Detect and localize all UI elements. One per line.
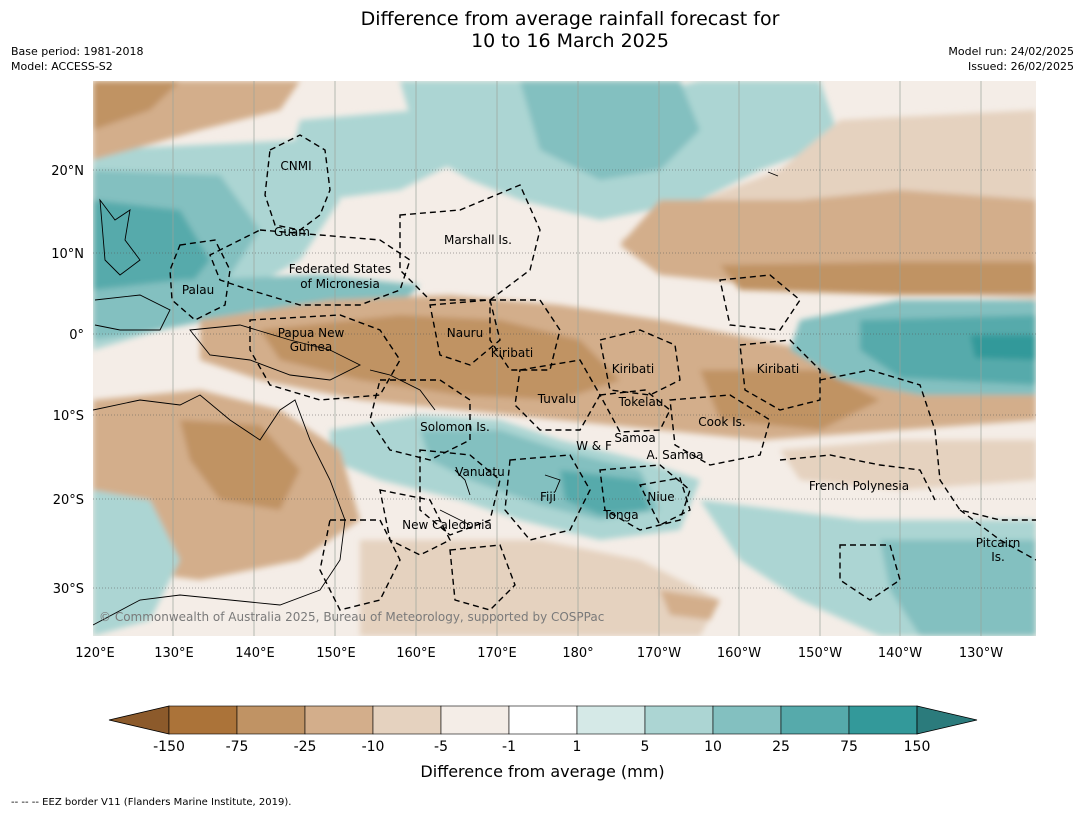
model-run: Model run: 24/02/2025 bbox=[948, 45, 1074, 58]
lon-label: 140°W bbox=[878, 646, 922, 661]
colorbar-tick-label: -5 bbox=[434, 739, 448, 755]
colorbar-tick-label: -1 bbox=[502, 739, 516, 755]
lon-label: 130°W bbox=[959, 646, 1003, 661]
colorbar-tick-label: 150 bbox=[904, 739, 931, 755]
region-label: Federated States bbox=[289, 262, 391, 276]
region-label: Tuvalu bbox=[537, 392, 577, 406]
region-label: Tokelau bbox=[618, 395, 664, 409]
colorbar-segment bbox=[236, 705, 306, 735]
region-label: Papua New bbox=[278, 326, 345, 340]
region-label: Kiribati bbox=[612, 362, 654, 376]
region-labels: CNMI Guam Marshall Is. Federated States … bbox=[182, 159, 1020, 564]
meta-right: Model run: 24/02/2025 Issued: 26/02/2025 bbox=[948, 44, 1074, 74]
meta-left: Base period: 1981-2018 Model: ACCESS-S2 bbox=[11, 44, 143, 74]
region-label: Is. bbox=[991, 550, 1005, 564]
title-line2: 10 to 16 March 2025 bbox=[471, 30, 669, 52]
lat-label: 30°S bbox=[53, 582, 84, 597]
colorbar-segment bbox=[576, 705, 646, 735]
colorbar-tick-label: 75 bbox=[840, 739, 858, 755]
region-label: Niue bbox=[647, 490, 674, 504]
model-name: Model: ACCESS-S2 bbox=[11, 60, 113, 73]
region-label: Kiribati bbox=[757, 362, 799, 376]
region-label: New Caledonia bbox=[402, 518, 492, 532]
colorbar-extend-low bbox=[108, 705, 170, 735]
colorbar-segment bbox=[372, 705, 442, 735]
lat-label: 20°S bbox=[53, 493, 84, 508]
region-label: of Micronesia bbox=[300, 277, 380, 291]
colorbar-label: Difference from average (mm) bbox=[420, 762, 665, 781]
lon-label: 150°E bbox=[316, 646, 356, 661]
region-label: Cook Is. bbox=[698, 415, 745, 429]
lon-label: 130°E bbox=[154, 646, 194, 661]
longitude-labels: 120°E 130°E 140°E 150°E 160°E 170°E 180°… bbox=[75, 646, 1003, 661]
latitude-lines bbox=[93, 169, 1036, 589]
region-label: Fiji bbox=[540, 490, 556, 504]
colorbar-segment bbox=[304, 705, 374, 735]
region-label: CNMI bbox=[280, 159, 311, 173]
region-label: W & F bbox=[576, 439, 612, 453]
lon-label: 150°W bbox=[798, 646, 842, 661]
colorbar-extend-high bbox=[916, 705, 978, 735]
base-period: Base period: 1981-2018 bbox=[11, 45, 144, 58]
lat-label: 10°S bbox=[53, 409, 84, 424]
copyright-text: © Commonwealth of Australia 2025, Bureau… bbox=[99, 610, 604, 624]
region-label: Pitcairn bbox=[976, 536, 1021, 550]
colorbar-tick-label: 10 bbox=[704, 739, 722, 755]
colorbar-tick-label: -25 bbox=[294, 739, 317, 755]
latitude-labels: 20°N 10°N 0° 10°S 20°S 30°S bbox=[51, 164, 84, 597]
lon-label: 160°W bbox=[717, 646, 761, 661]
region-label: Nauru bbox=[447, 326, 483, 340]
map-title: Difference from average rainfall forecas… bbox=[0, 8, 1085, 52]
colorbar-segment bbox=[712, 705, 782, 735]
graticule bbox=[172, 81, 982, 636]
eez-footnote: -- -- -- EEZ border V11 (Flanders Marine… bbox=[11, 797, 292, 808]
lon-label: 170°W bbox=[637, 646, 681, 661]
region-label: A. Samoa bbox=[647, 448, 704, 462]
issued-date: Issued: 26/02/2025 bbox=[967, 60, 1074, 73]
colorbar-tick-label: -75 bbox=[226, 739, 249, 755]
region-label: French Polynesia bbox=[809, 479, 909, 493]
colorbar-segment bbox=[168, 705, 238, 735]
lon-label: 180° bbox=[562, 646, 593, 661]
colorbar-segment bbox=[508, 705, 578, 735]
colorbar-segment bbox=[644, 705, 714, 735]
colorbar-tick-label: -10 bbox=[362, 739, 385, 755]
colorbar-segment bbox=[780, 705, 850, 735]
colorbar-segment bbox=[440, 705, 510, 735]
region-label: Vanuatu bbox=[455, 465, 505, 479]
region-label: Samoa bbox=[614, 431, 655, 445]
lat-label: 10°N bbox=[51, 247, 84, 262]
region-label: Kiribati bbox=[491, 346, 533, 360]
region-label: Guinea bbox=[290, 340, 333, 354]
colorbar-tick-label: 25 bbox=[772, 739, 790, 755]
region-label: Palau bbox=[182, 283, 214, 297]
region-label: Guam bbox=[274, 225, 310, 239]
lon-label: 120°E bbox=[75, 646, 115, 661]
lon-label: 140°E bbox=[235, 646, 275, 661]
region-label: Tonga bbox=[602, 508, 638, 522]
eez-borders bbox=[169, 134, 1036, 611]
colorbar-tick-label: 1 bbox=[573, 739, 582, 755]
lon-label: 160°E bbox=[396, 646, 436, 661]
colorbar-tick-label: 5 bbox=[641, 739, 650, 755]
region-label: Marshall Is. bbox=[444, 233, 512, 247]
colorbar: -150 -75 -25 -10 -5 -1 1 5 10 25 75 150 bbox=[108, 705, 978, 755]
coastlines bbox=[93, 171, 779, 626]
rainfall-anomaly-field bbox=[93, 81, 1036, 636]
title-line1: Difference from average rainfall forecas… bbox=[360, 8, 780, 30]
lat-label: 0° bbox=[69, 328, 84, 343]
lat-label: 20°N bbox=[51, 164, 84, 179]
colorbar-tick-label: -150 bbox=[153, 739, 185, 755]
colorbar-segment bbox=[848, 705, 918, 735]
lon-label: 170°E bbox=[477, 646, 517, 661]
region-label: Solomon Is. bbox=[420, 420, 490, 434]
